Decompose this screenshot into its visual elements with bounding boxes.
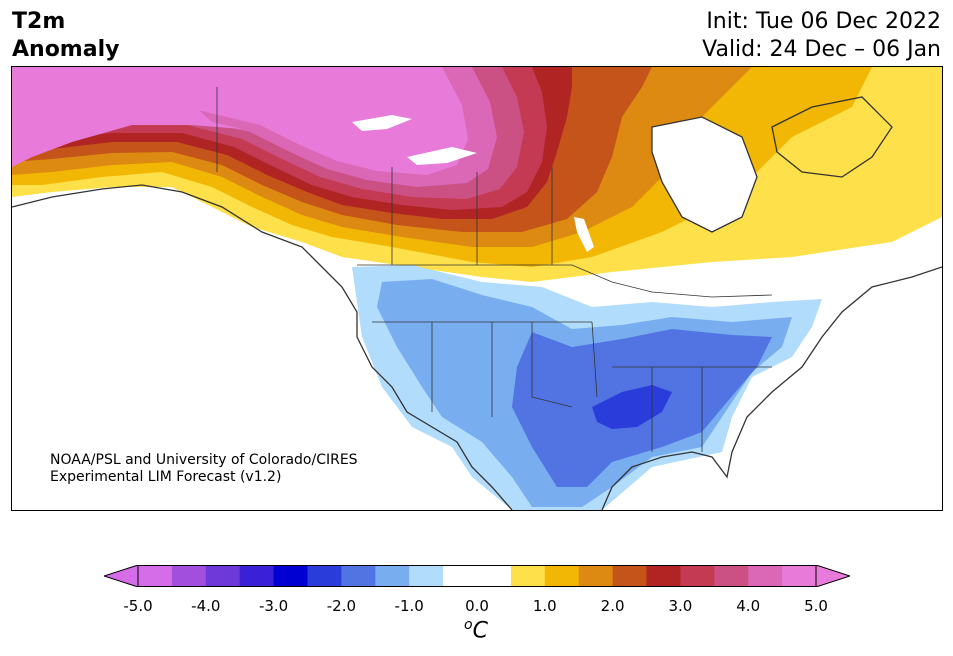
colorbar-tick-label: 2.0 [600, 597, 625, 615]
init-date: Init: Tue 06 Dec 2022 [706, 9, 941, 34]
colorbar-unit: oC [464, 617, 488, 643]
great-bear-lake [352, 115, 412, 131]
title-block: T2m Anomaly [12, 8, 119, 64]
colorbar-segment [239, 565, 275, 587]
colorbar-under-arrow [104, 565, 139, 587]
colorbar-tick-labels: -5.0 -4.0 -3.0 -2.0 -1.0 0.0 1.0 2.0 3.0 4.0 5.0 [0, 597, 953, 617]
coastlines [12, 96, 942, 510]
colorbar-segments [104, 565, 850, 587]
colorbar-tick-label: 0.0 [465, 597, 489, 615]
colorbar-segment [782, 565, 817, 587]
borders [216, 87, 773, 452]
colorbar-segment [307, 565, 342, 587]
colorbar-segment [680, 565, 715, 587]
colorbar-segment [544, 565, 580, 587]
colorbar-segment [578, 565, 614, 587]
colorbar-tick-label: 3.0 [668, 597, 693, 615]
great-slave-lake [407, 147, 477, 165]
colorbar-segment [477, 565, 512, 587]
title-line-2: Anomaly [12, 37, 120, 62]
colorbar-segment [341, 565, 376, 587]
colorbar-border [137, 565, 817, 587]
colorbar-tick-label: 1.0 [532, 597, 557, 615]
colorbar-tick-label: -2.0 [326, 597, 357, 615]
colorbar-tick-label: -1.0 [394, 597, 424, 615]
date-block: Init: Tue 06 Dec 2022 Valid: 24 Dec – 06… [702, 8, 941, 64]
colorbar-segment [443, 565, 478, 587]
colorbar [104, 565, 850, 587]
colorbar-segment [409, 565, 444, 587]
colorbar-tick-label: -5.0 [123, 597, 153, 615]
colorbar-tick-label: 4.0 [736, 597, 761, 615]
map-frame: NOAA/PSL and University of Colorado/CIRE… [11, 66, 943, 511]
colorbar-segment [714, 565, 749, 587]
colorbar-tick-label: -4.0 [191, 597, 221, 615]
colorbar-segment [510, 565, 546, 587]
colorbar-over-arrow [815, 565, 850, 587]
title-line-1: T2m [12, 9, 66, 34]
unit-letter: C [472, 618, 488, 644]
colorbar-segment [138, 565, 173, 587]
anomaly-map: NOAA/PSL and University of Colorado/CIRE… [12, 67, 942, 510]
unit-degree: o [464, 617, 473, 633]
colorbar-segment [171, 565, 207, 587]
colorbar-tick-label: 5.0 [804, 597, 828, 615]
colorbar-segment [612, 565, 647, 587]
colorbar-segment [273, 565, 308, 587]
colorbar-segment [646, 565, 681, 587]
lake-winnipeg [574, 217, 594, 252]
colorbar-segment [375, 565, 410, 587]
colorbar-tick-label: -3.0 [258, 597, 289, 615]
valid-range: Valid: 24 Dec – 06 Jan [702, 37, 941, 62]
colorbar-segment [748, 565, 783, 587]
credit-line-2: Experimental LIM Forecast (v1.2) [50, 469, 281, 485]
credit-line-1: NOAA/PSL and University of Colorado/CIRE… [50, 452, 358, 468]
colorbar-segment [205, 565, 241, 587]
hudson-bay [652, 117, 757, 232]
band-pink-west [12, 79, 242, 167]
